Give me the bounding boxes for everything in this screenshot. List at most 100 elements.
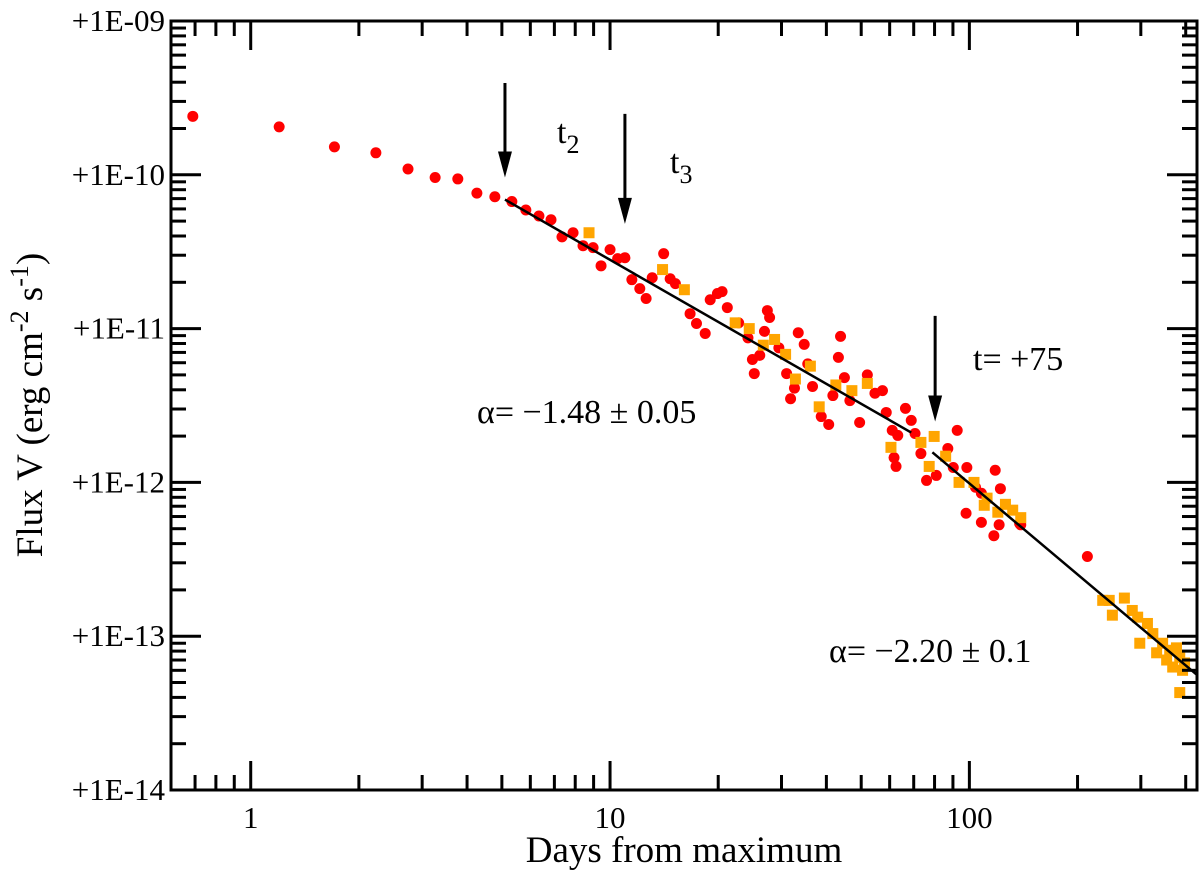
data-point-circle (669, 278, 681, 290)
data-point-circle (545, 214, 557, 226)
data-point-circle (619, 252, 631, 264)
data-point-circle (915, 448, 927, 460)
fit2-slope-label: α= −2.20 ± 0.1 (829, 633, 1031, 670)
data-point-square (804, 360, 816, 372)
x-tick-label: 1 (243, 800, 259, 835)
data-point-circle (890, 460, 902, 472)
data-point-circle (704, 294, 716, 306)
arrow-head-2 (617, 197, 632, 224)
data-point-square (657, 264, 669, 276)
data-point-square (1097, 594, 1109, 606)
data-point-circle (684, 308, 696, 320)
data-point-circle (892, 429, 904, 441)
data-point-square (1007, 504, 1019, 516)
plot-marks (187, 110, 1191, 699)
y-tick-label: +1E-12 (72, 464, 165, 499)
data-point-square (813, 401, 825, 413)
data-point-circle (604, 244, 616, 256)
data-point-square (1174, 687, 1186, 699)
arrow-head-3 (928, 395, 943, 422)
data-point-square (1132, 611, 1144, 623)
fit1-slope-label: α= −1.48 ± 0.05 (477, 394, 696, 431)
data-point-square (953, 476, 965, 488)
data-point-square (1164, 644, 1176, 656)
y-tick-label: +1E-14 (72, 772, 166, 807)
data-point-circle (328, 141, 340, 153)
data-point-circle (567, 227, 579, 239)
data-point-circle (961, 461, 973, 473)
data-point-circle (273, 121, 285, 133)
data-point-square (678, 284, 690, 296)
data-point-square (1134, 637, 1146, 649)
data-point-circle (798, 338, 810, 350)
data-point-square (1118, 592, 1130, 604)
data-point-circle (930, 469, 942, 481)
data-point-square (789, 373, 801, 385)
data-point-circle (489, 191, 501, 203)
data-point-circle (827, 390, 839, 402)
data-point-square (978, 499, 990, 511)
data-point-circle (823, 418, 835, 430)
data-point-square (1126, 604, 1138, 616)
y-axis-label: Flux V (erg cm-2 s-1) (5, 253, 51, 557)
data-point-square (583, 227, 595, 239)
data-point-circle (754, 349, 766, 361)
data-point-square (940, 450, 952, 462)
data-point-circle (785, 393, 797, 405)
tick-labels: 1 10 100 +1E-14 +1E-13 +1E-12 +1E-11 +1E-10 +1E-… (72, 3, 993, 835)
data-point-square (915, 436, 927, 448)
annotation-arrows (497, 83, 943, 422)
data-point-square (861, 377, 873, 389)
data-point-square (1106, 609, 1118, 621)
data-point-circle (947, 461, 959, 473)
data-point-circle (658, 248, 670, 260)
data-point-square (992, 506, 1004, 518)
data-point-square (769, 333, 781, 345)
data-point-circle (905, 414, 917, 426)
data-point-circle (988, 530, 1000, 542)
data-point-circle (975, 516, 987, 528)
x-tick-label: 10 (595, 800, 626, 835)
data-point-circle (861, 369, 873, 381)
fit-line-2 (931, 451, 1198, 676)
data-point-circle (716, 286, 728, 298)
data-point-square (1151, 647, 1163, 659)
data-point-square (1174, 651, 1186, 663)
data-point-circle (764, 312, 776, 324)
y-tick-label: +1E-13 (72, 618, 165, 653)
data-point-square (1167, 661, 1179, 673)
data-point-circle (993, 519, 1005, 531)
data-point-circle (807, 381, 819, 393)
data-point-square (1157, 637, 1169, 649)
data-point-square (743, 323, 755, 335)
data-point-square (1015, 512, 1027, 524)
data-point-square (729, 317, 741, 329)
data-point-circle (888, 452, 900, 464)
data-point-circle (838, 372, 850, 384)
data-point-circle (921, 474, 933, 486)
data-point-square (780, 348, 792, 360)
x-tick-label: 100 (946, 800, 993, 835)
arrow-head-1 (497, 151, 512, 178)
data-point-circle (640, 292, 652, 304)
y-tick-label: +1E-11 (73, 311, 165, 346)
data-point-circle (626, 274, 638, 286)
data-point-circle (187, 110, 199, 122)
data-point-circle (471, 187, 483, 199)
data-point-circle (699, 327, 711, 339)
data-point-square (1147, 628, 1159, 640)
data-point-square (846, 385, 858, 397)
fit-line-1 (504, 198, 912, 434)
data-point-circle (909, 427, 921, 439)
data-point-circle (792, 327, 804, 339)
data-point-square (1170, 642, 1182, 654)
data-point-circle (994, 483, 1006, 495)
data-point-square (885, 441, 897, 453)
y-tick-label: +1E-09 (72, 3, 165, 38)
data-point-square (999, 498, 1011, 510)
data-point-circle (781, 368, 793, 380)
data-point-circle (835, 330, 847, 342)
plot-frame (169, 19, 1199, 792)
data-point-circle (402, 163, 414, 175)
